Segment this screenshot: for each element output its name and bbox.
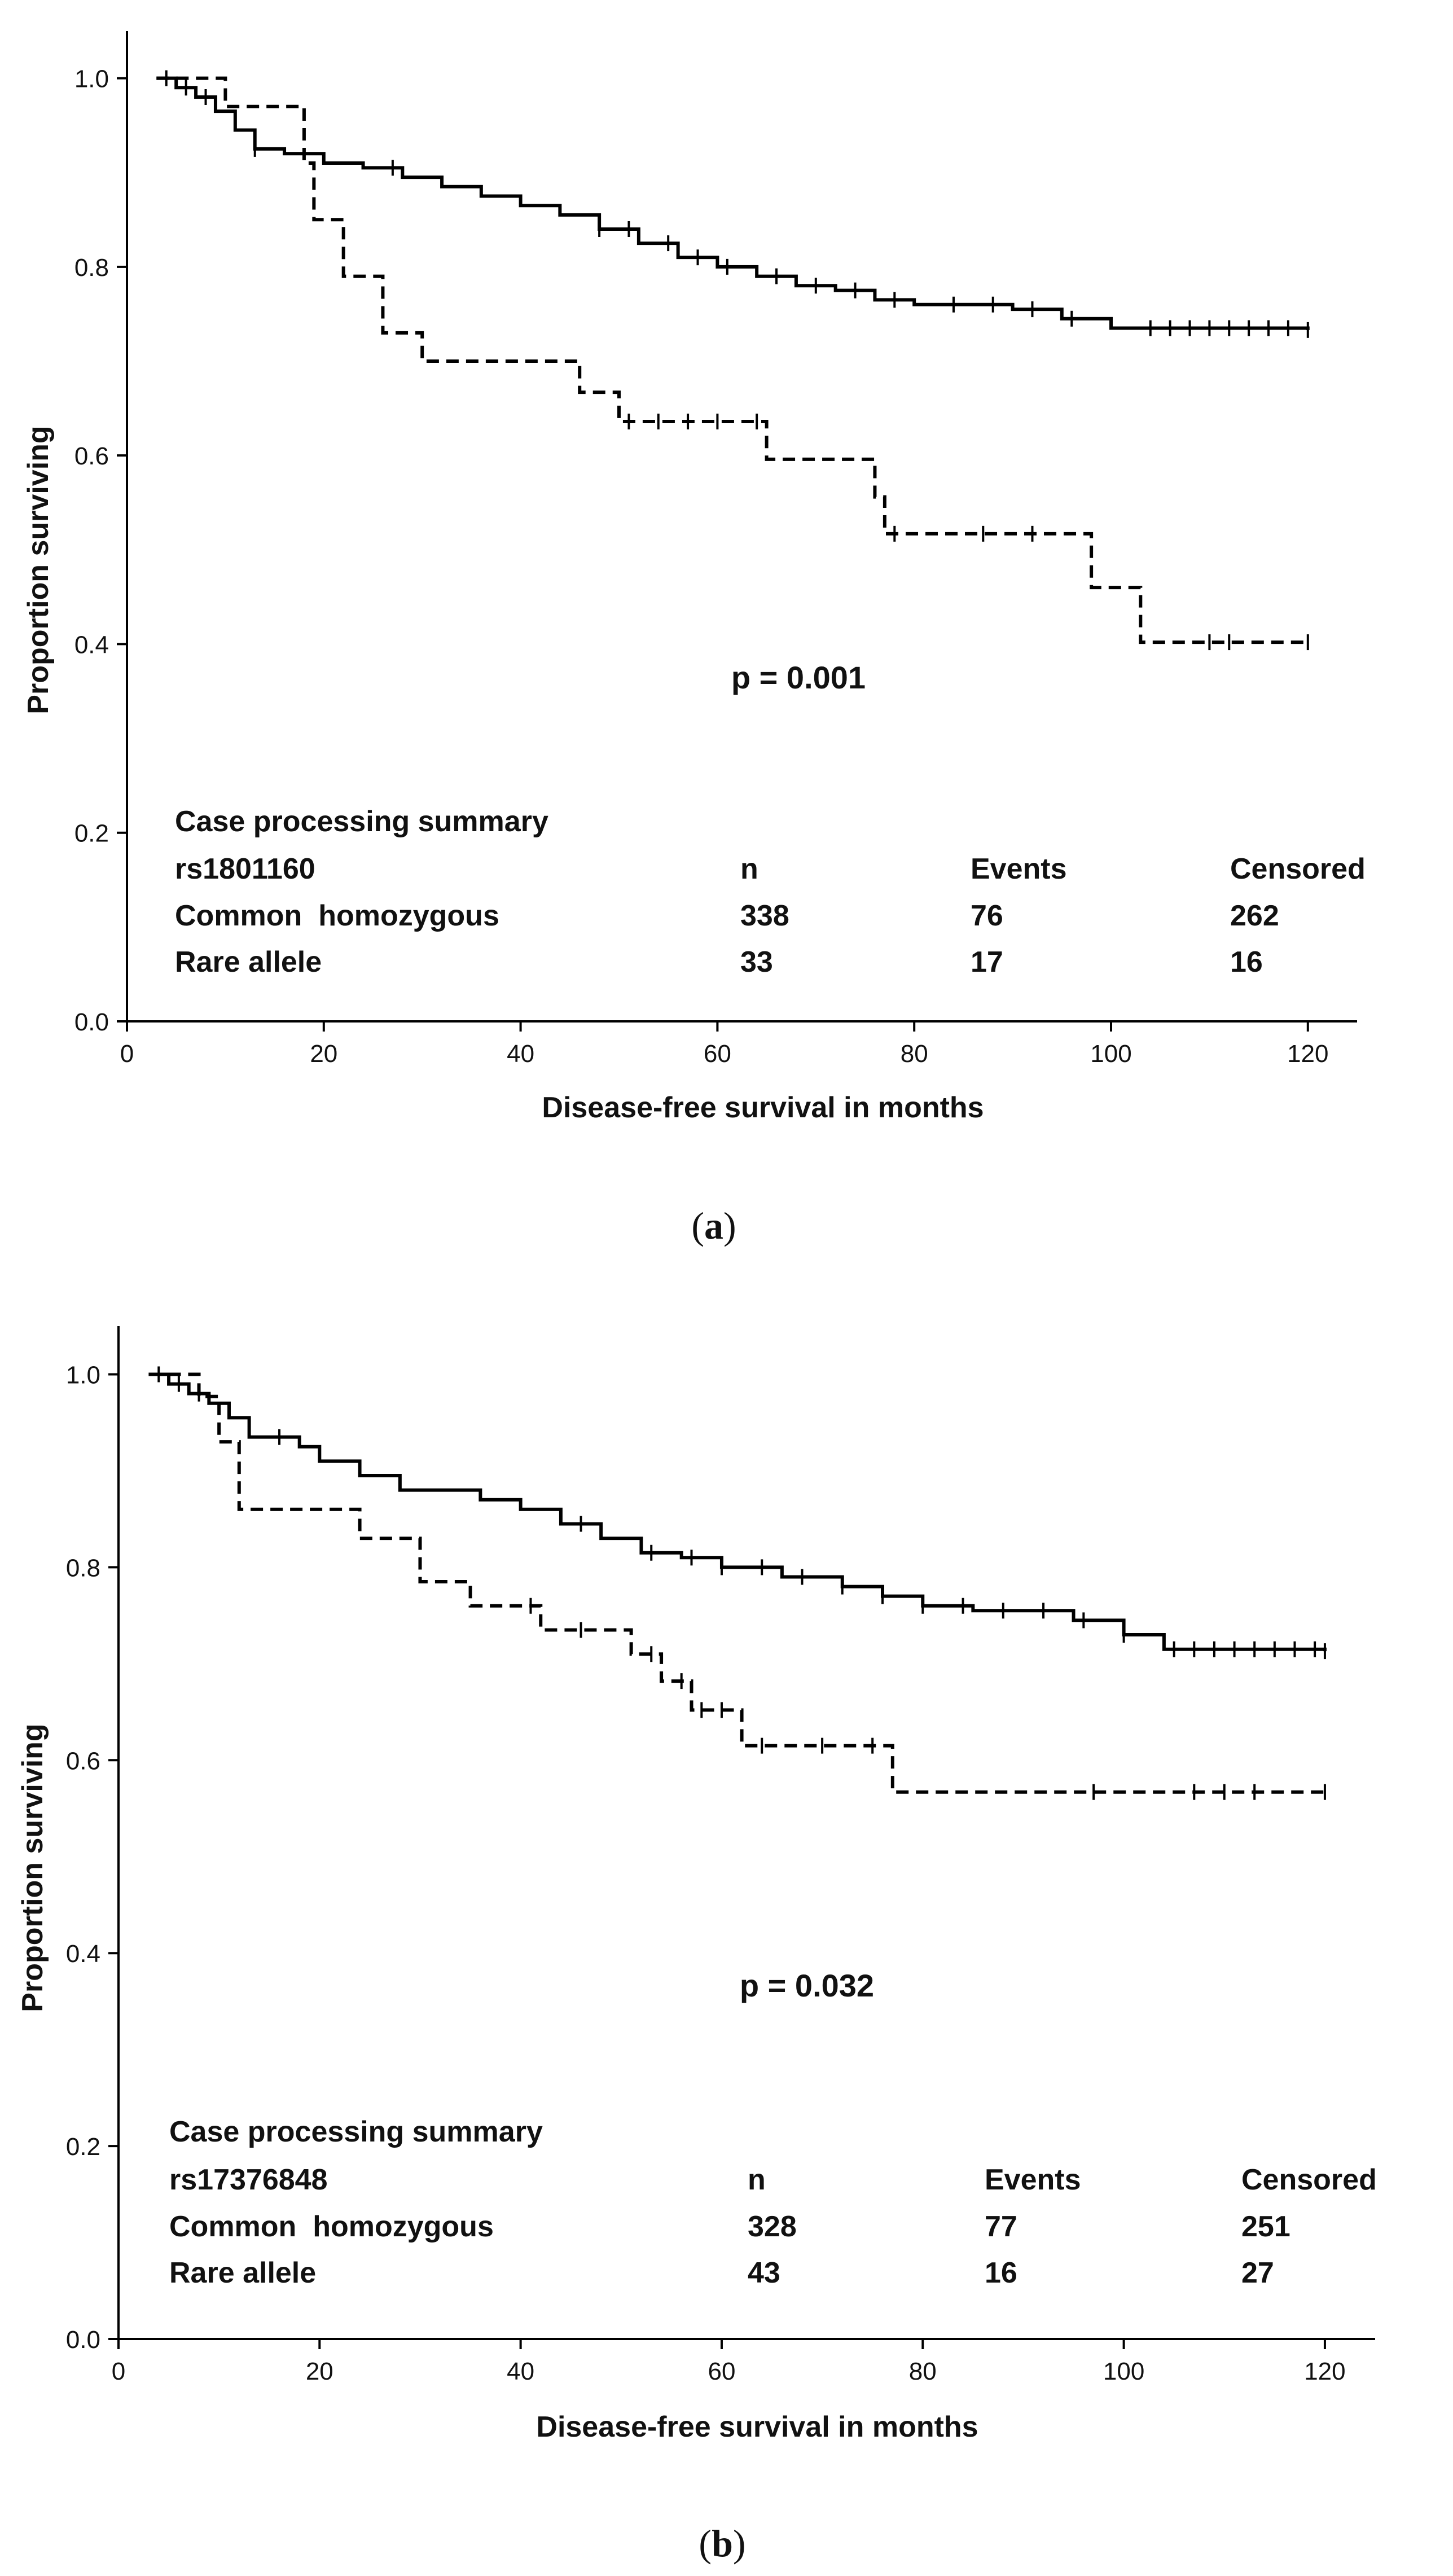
panel-caption-a: (a) [691,1204,736,1247]
x-tick-label: 80 [909,2358,937,2385]
y-tick-label: 0.6 [74,442,109,470]
x-tick-label: 100 [1090,1040,1131,1068]
table-row-rare-events: 16 [985,2257,1017,2289]
table-row-rare-n: 33 [740,946,773,978]
x-tick-label: 120 [1304,2358,1345,2385]
y-tick-label: 0.2 [66,2133,100,2161]
x-tick-label: 40 [507,1040,534,1068]
tick-group: 0 20 40 60 80 100 120 0.0 0.2 0.4 0.6 0.8 1.0 [66,1326,1375,2385]
table-row-common-events: 76 [971,899,1003,932]
table-header-snp: rs1801160 [175,853,315,885]
table-title: Case processing summary [169,2116,543,2148]
table-row-rare-censored: 27 [1241,2257,1274,2289]
panel-letter: b [712,2522,733,2565]
table-row-common-label: Common homozygous [175,899,499,932]
table-row-rare-label: Rare allele [175,946,322,978]
table-header-censored: Censored [1230,853,1366,885]
x-axis-title: Disease-free survival in months [542,1091,984,1124]
x-tick-label: 60 [704,1040,731,1068]
y-tick-label: 1.0 [66,1361,100,1389]
km-curve-rare-allele [148,1372,1325,1794]
table-header-n: n [740,853,758,885]
p-value-annotation: p = 0.001 [731,660,866,695]
table-title: Case processing summary [175,805,548,838]
x-tick-label: 60 [708,2358,735,2385]
km-curve-rare-allele [156,76,1308,644]
y-tick-label: 0.6 [66,1747,100,1775]
table-row-rare-censored: 16 [1230,946,1263,978]
y-tick-label: 0.4 [66,1940,100,1968]
x-tick-label: 0 [112,2358,125,2385]
curve-group [148,1366,1327,1800]
x-tick-label: 20 [310,1040,337,1068]
table-row-common-n: 338 [740,899,789,932]
table-row-rare-events: 17 [971,946,1003,978]
x-tick-label: 80 [901,1040,928,1068]
y-tick-label: 0.0 [74,1008,109,1036]
table-row-common-n: 328 [748,2210,797,2243]
x-tick-label: 40 [507,2358,534,2385]
y-axis-title: Proportion surviving [16,1723,49,2012]
panel-caption-b: (b) [699,2522,745,2565]
table-row-common-label: Common homozygous [169,2210,494,2243]
table-header-censored: Censored [1241,2164,1377,2196]
table-row-rare-n: 43 [748,2257,780,2289]
x-tick-label: 100 [1103,2358,1144,2385]
y-tick-label: 1.0 [74,65,109,93]
y-tick-label: 0.8 [66,1554,100,1582]
y-tick-label: 0.8 [74,254,109,282]
table-header-events: Events [985,2164,1081,2196]
table-row-common-censored: 262 [1230,899,1279,932]
x-tick-label: 120 [1287,1040,1328,1068]
tick-group: 0 20 40 60 80 100 120 0.0 0.2 0.4 0.6 0.8 1.0 [74,31,1357,1068]
km-panel-a: Proportion surviving Disease-free surviv… [22,31,1366,1247]
x-tick-label: 0 [120,1040,134,1068]
y-tick-label: 0.4 [74,631,109,659]
km-curve-common-homozygous [148,1372,1327,1652]
y-axis-title: Proportion surviving [22,425,55,714]
table-header-events: Events [971,853,1067,885]
case-processing-summary-table: Case processing summary rs1801160 n Even… [175,805,1366,978]
table-header-snp: rs17376848 [169,2164,328,2196]
y-tick-label: 0.2 [74,820,109,848]
y-tick-label: 0.0 [66,2326,100,2354]
curve-group [156,70,1310,651]
table-row-rare-label: Rare allele [169,2257,316,2289]
table-row-common-events: 77 [985,2210,1017,2243]
km-curve-common-homozygous [156,76,1310,330]
x-tick-label: 20 [306,2358,333,2385]
panel-letter: a [704,1204,723,1247]
case-processing-summary-table: Case processing summary rs17376848 n Eve… [169,2116,1377,2289]
table-header-n: n [748,2164,766,2196]
p-value-annotation: p = 0.032 [740,1968,874,2003]
x-axis-title: Disease-free survival in months [536,2411,978,2443]
table-row-common-censored: 251 [1241,2210,1290,2243]
km-panel-b: Proportion surviving Disease-free surviv… [16,1326,1377,2565]
